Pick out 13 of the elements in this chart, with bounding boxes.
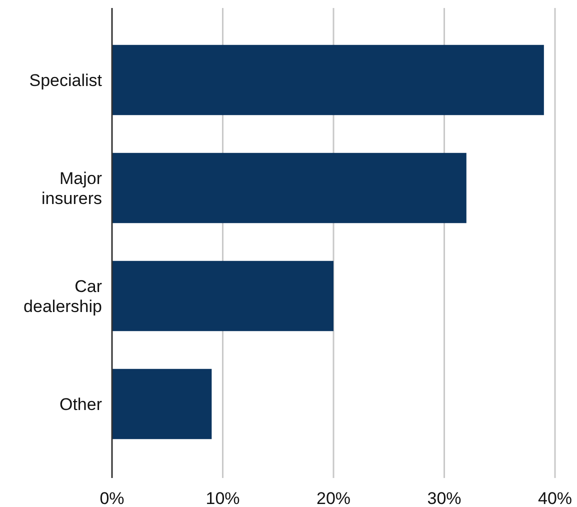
x-tick-label: 0% — [100, 489, 124, 507]
bar — [112, 260, 334, 332]
x-tick-label: 20% — [316, 489, 351, 507]
y-tick-label: Other — [59, 395, 102, 414]
bar — [112, 152, 466, 224]
bar — [112, 44, 544, 116]
y-tick-label: Car dealership — [24, 277, 102, 316]
x-tick-label: 30% — [427, 489, 462, 507]
bar — [112, 368, 212, 440]
y-tick-label: Major insurers — [42, 169, 102, 208]
x-tick-label: 10% — [206, 489, 240, 507]
x-tick-label: 40% — [538, 489, 572, 507]
y-tick-label: Specialist — [29, 71, 102, 90]
